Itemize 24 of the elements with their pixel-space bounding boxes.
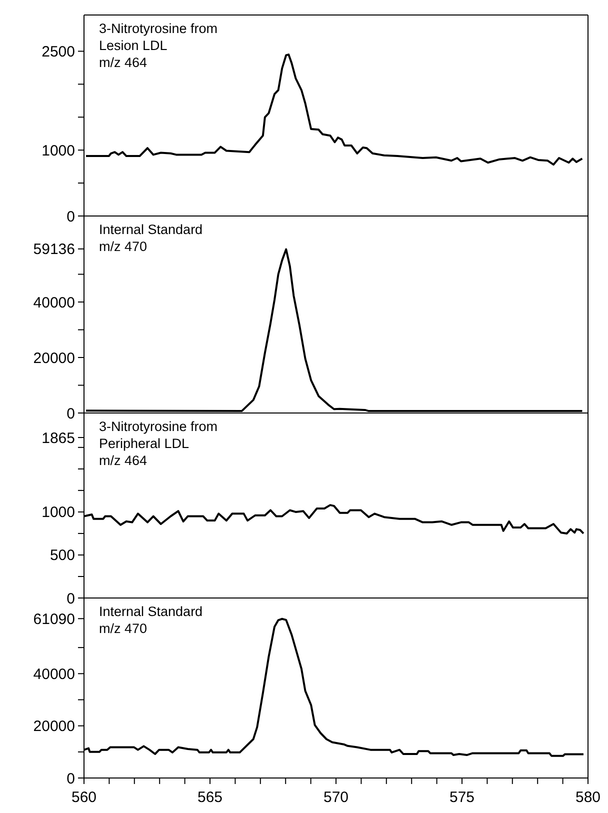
y-tick-label: 500 (50, 547, 75, 564)
y-tick-label: 20000 (33, 350, 75, 367)
x-tick-label: 565 (197, 789, 223, 806)
y-tick-label: 1000 (42, 504, 75, 522)
x-tick-label: 570 (323, 789, 349, 806)
y-tick-label: 40000 (33, 666, 75, 683)
annotation: 3-Nitrotyrosine from Peripheral LDL m/z 464 (99, 419, 218, 468)
y-tick-label: 0 (66, 770, 75, 788)
y-tick-label: 59136 (33, 241, 75, 258)
annotation: Internal Standard m/z 470 (99, 222, 203, 254)
x-tick-label: 560 (71, 789, 97, 806)
x-tick-label: 575 (449, 789, 475, 806)
annotation: Internal Standard m/z 470 (99, 604, 203, 636)
y-tick-label: 61090 (33, 610, 75, 628)
y-tick-label: 0 (66, 208, 75, 226)
y-tick-label: 1000 (42, 142, 75, 160)
x-tick-label: 580 (575, 789, 601, 806)
y-tick-label: 40000 (33, 294, 75, 312)
y-tick-label: 20000 (33, 718, 75, 736)
y-tick-label: 1865 (42, 430, 75, 447)
annotation: 3-Nitrotyrosine from Lesion LDL m/z 464 (99, 21, 218, 70)
y-tick-label: 0 (66, 590, 75, 608)
y-tick-label: 0 (66, 405, 75, 422)
y-tick-label: 2500 (42, 43, 75, 60)
